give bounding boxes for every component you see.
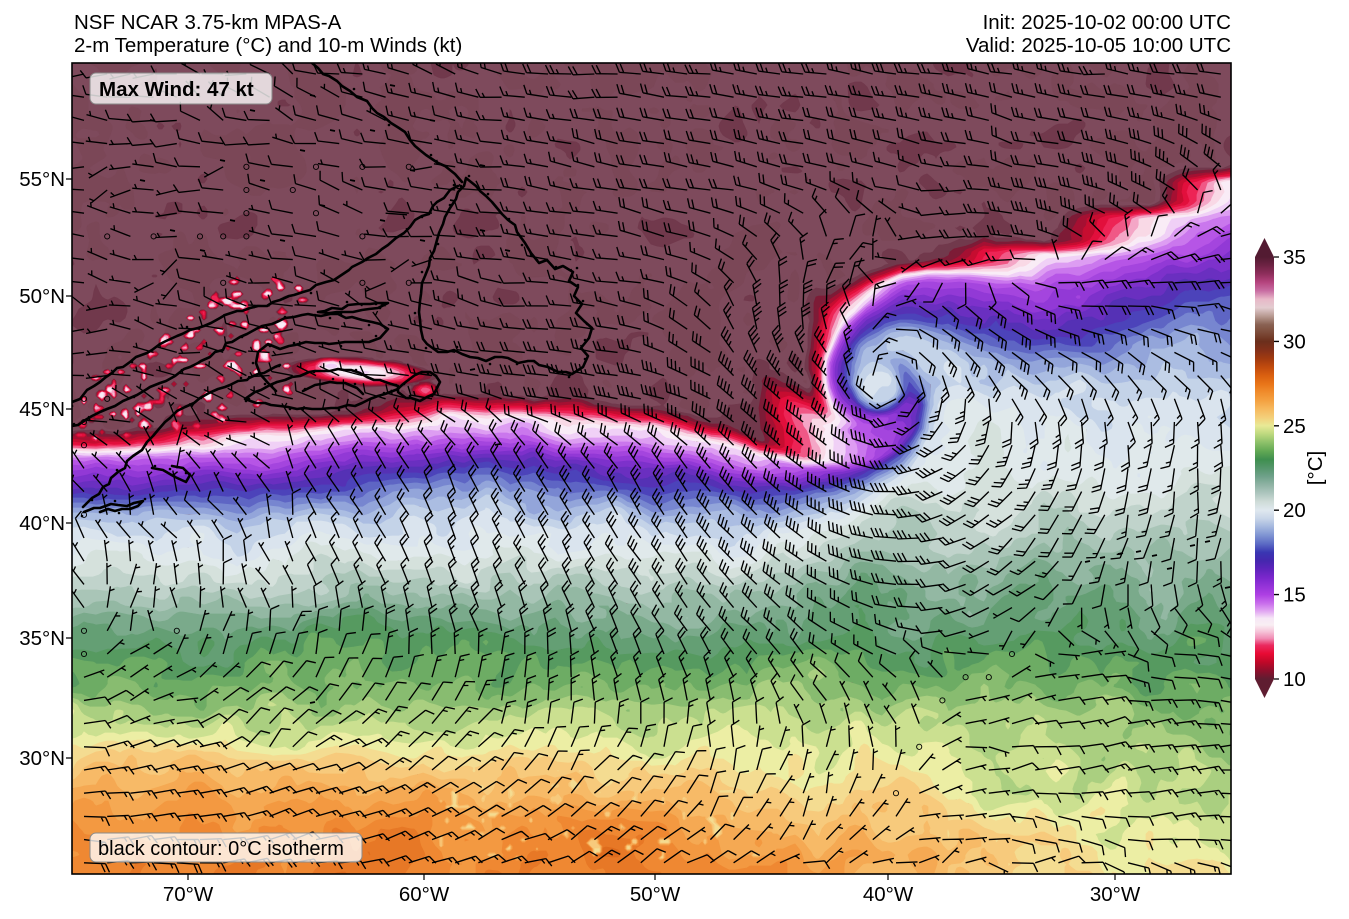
svg-text:60°W: 60°W — [399, 883, 450, 906]
svg-text:[°C]: [°C] — [1304, 451, 1327, 485]
svg-text:Valid: 2025-10-05 10:00 UTC: Valid: 2025-10-05 10:00 UTC — [966, 34, 1231, 57]
svg-text:45°N: 45°N — [19, 398, 65, 421]
svg-text:30°W: 30°W — [1090, 883, 1141, 906]
svg-text:15: 15 — [1283, 584, 1306, 607]
svg-text:70°W: 70°W — [163, 883, 214, 906]
svg-text:30: 30 — [1283, 330, 1306, 353]
svg-text:25: 25 — [1283, 415, 1306, 438]
svg-text:35: 35 — [1283, 246, 1306, 269]
svg-text:Max Wind: 47 kt: Max Wind: 47 kt — [99, 78, 254, 101]
svg-text:35°N: 35°N — [19, 627, 65, 650]
svg-text:50°N: 50°N — [19, 285, 65, 308]
svg-text:40°W: 40°W — [863, 883, 914, 906]
svg-text:20: 20 — [1283, 499, 1306, 522]
svg-text:black contour: 0°C isotherm: black contour: 0°C isotherm — [98, 838, 344, 860]
svg-text:55°N: 55°N — [19, 168, 65, 191]
svg-text:Init: 2025-10-02 00:00 UTC: Init: 2025-10-02 00:00 UTC — [983, 11, 1232, 34]
svg-text:2-m Temperature (°C) and 10-m: 2-m Temperature (°C) and 10-m Winds (kt) — [74, 34, 462, 57]
svg-text:50°W: 50°W — [630, 883, 681, 906]
svg-text:10: 10 — [1283, 668, 1306, 691]
svg-text:NSF NCAR 3.75-km MPAS-A: NSF NCAR 3.75-km MPAS-A — [74, 11, 342, 34]
svg-text:30°N: 30°N — [19, 747, 65, 770]
svg-text:40°N: 40°N — [19, 512, 65, 535]
